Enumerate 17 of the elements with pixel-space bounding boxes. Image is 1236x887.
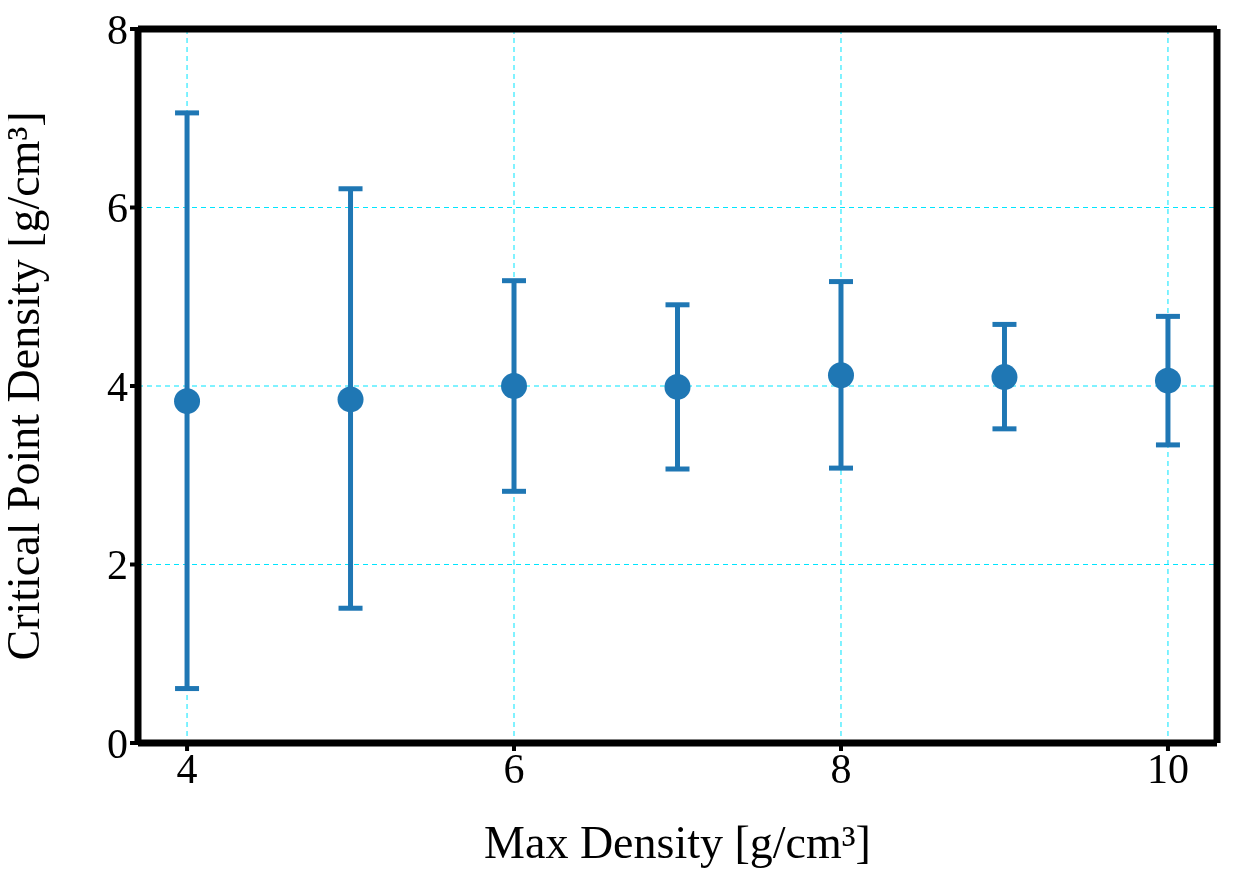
x-tick-label: 6 [503, 745, 525, 792]
y-tick-label: 8 [107, 6, 128, 53]
y-tick-label: 0 [107, 720, 128, 767]
x-tick-label: 4 [176, 745, 198, 792]
point [501, 373, 528, 399]
point [664, 373, 691, 400]
y-tick-label: 4 [107, 363, 128, 410]
point [827, 362, 854, 389]
y-tick-label: 2 [107, 542, 128, 589]
x-tick-label: 10 [1146, 745, 1189, 792]
x-tick-label: 8 [830, 745, 852, 792]
point [1154, 367, 1181, 394]
point [174, 388, 201, 415]
x-axis-title: Max Density [g/cm³] [484, 817, 871, 868]
y-tick-label: 6 [107, 185, 128, 232]
point [991, 364, 1018, 391]
point [337, 386, 364, 413]
